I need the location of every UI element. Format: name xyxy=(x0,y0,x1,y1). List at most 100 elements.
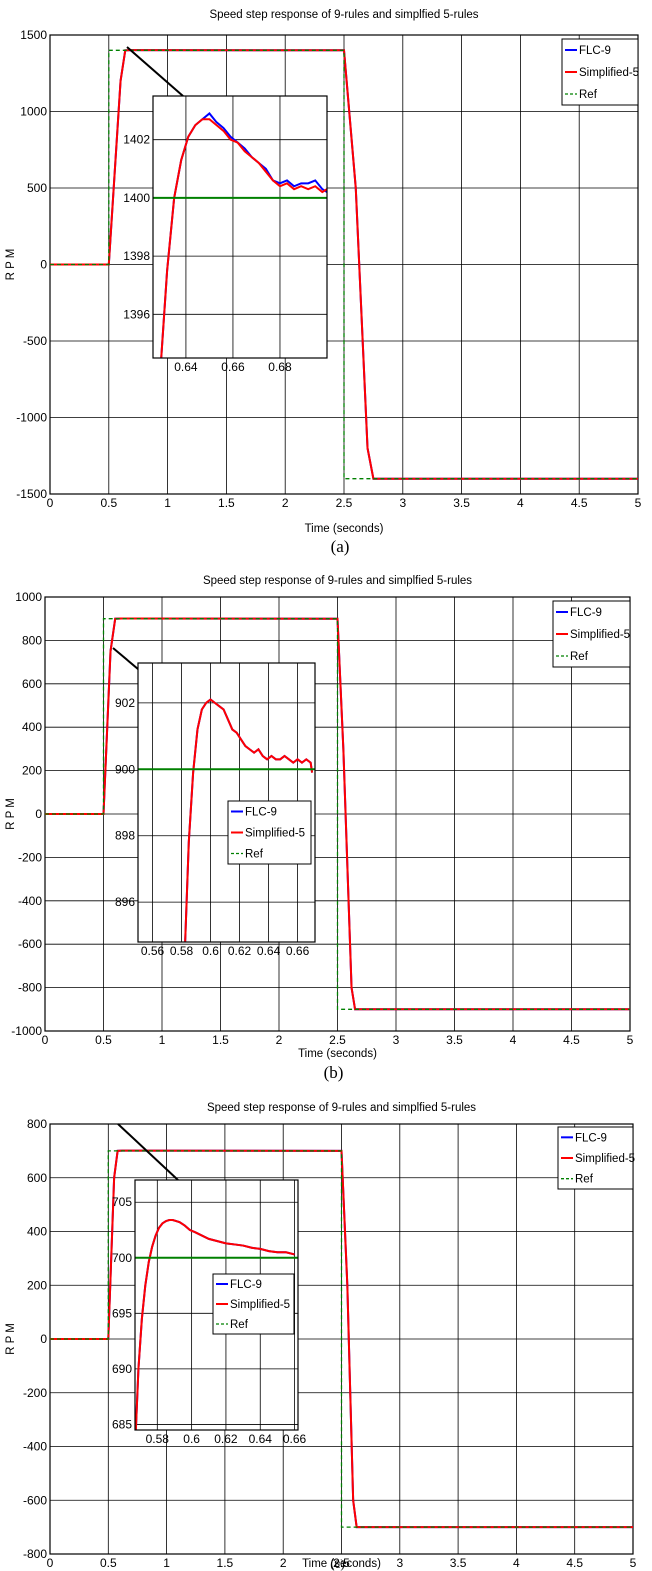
chart-1-ytick-label: 500 xyxy=(27,181,47,195)
chart-1-ytick-label: -1000 xyxy=(16,411,47,425)
chart-2-legend-label: Ref xyxy=(570,651,589,663)
chart-2-panel-label: (b) xyxy=(324,1063,344,1082)
chart-3-legend: FLC-9 Simplified-5 Ref xyxy=(557,1126,635,1190)
chart-2-inset-frame xyxy=(137,662,316,943)
chart-1: Speed step response of 9-rules and simpl… xyxy=(5,9,642,556)
chart-3-title: Speed step response of 9-rules and simpl… xyxy=(207,1102,476,1114)
chart-3-inset-ytick-label: 695 xyxy=(112,1306,132,1320)
chart-3-zoom-connector xyxy=(117,1123,179,1181)
chart-2-inset-xtick-label: 0.56 xyxy=(141,944,165,958)
chart-3-legend-label: FLC-9 xyxy=(575,1132,607,1144)
chart-3-ytick-label: 400 xyxy=(27,1225,47,1239)
chart-3-ytick-label: -400 xyxy=(23,1440,47,1454)
chart-1-title: Speed step response of 9-rules and simpl… xyxy=(209,9,478,21)
chart-2-ytick-label: -600 xyxy=(18,937,42,951)
chart-2-ytick-label: -400 xyxy=(18,894,42,908)
chart-1-xtick-label: 0 xyxy=(47,496,54,510)
chart-1-series-ref xyxy=(50,49,638,480)
chart-3-inset-xtick-label: 0.62 xyxy=(214,1432,238,1446)
chart-1-inset-xtick-label: 0.66 xyxy=(221,360,245,374)
chart-1-inset: 0.64 0.66 0.68 1396 1398 1400 1402 xyxy=(123,95,328,374)
chart-2-ytick-label: 1000 xyxy=(15,590,42,604)
chart-2-xlabel: Time (seconds) xyxy=(298,1048,377,1060)
chart-3-xtick-label: 4.5 xyxy=(566,1556,583,1570)
chart-2-inset-series-simplified-5 xyxy=(184,698,314,942)
chart-3-xlabel: Time (seconds) xyxy=(302,1558,381,1570)
chart-1-inset-ytick-label: 1396 xyxy=(123,307,150,321)
chart-3-legend-label: Simplified-5 xyxy=(575,1153,635,1165)
chart-1-inset-frame xyxy=(152,95,328,359)
chart-2-inset-xtick-label: 0.6 xyxy=(202,944,219,958)
chart-1-xtick-label: 1 xyxy=(164,496,171,510)
chart-3-ytick-label: 200 xyxy=(27,1278,47,1292)
chart-3-ylabel: R P M xyxy=(5,1323,17,1355)
chart-3-inset-legend-label: Simplified-5 xyxy=(230,1299,290,1311)
chart-2-xtick-label: 0.5 xyxy=(95,1033,112,1047)
chart-3: Speed step response of 9-rules and simpl… xyxy=(5,1102,637,1571)
chart-1-zoom-connector xyxy=(126,46,184,97)
chart-3-ytick-label: 0 xyxy=(40,1332,47,1346)
chart-3-inset-frame xyxy=(134,1179,299,1431)
chart-1-xtick-label: 2 xyxy=(282,496,289,510)
chart-1-legend-label: FLC-9 xyxy=(579,45,611,57)
chart-2-inset-ytick-label: 900 xyxy=(115,762,135,776)
chart-1-ytick-label: -500 xyxy=(23,334,47,348)
chart-3-inset-series-simplified-5 xyxy=(135,1219,295,1430)
chart-3-series-ref xyxy=(50,1150,633,1528)
chart-2-inset-legend-label: Ref xyxy=(245,849,264,861)
chart-3-inset-ytick-label: 690 xyxy=(112,1362,132,1376)
chart-2-inset-ytick-label: 902 xyxy=(115,696,135,710)
chart-1-xtick-label: 4.5 xyxy=(571,496,588,510)
chart-3-inset-ytick-label: 685 xyxy=(112,1417,132,1431)
chart-2-inset: 0.56 0.58 0.6 0.62 0.64 0.66 896 898 900 902 FLC-9… xyxy=(115,662,316,958)
chart-3-inset-legend: FLC-9 Simplified-5 Ref xyxy=(212,1273,295,1335)
chart-3-inset-ytick-label: 705 xyxy=(112,1195,132,1209)
chart-1-inset-background xyxy=(153,96,327,358)
chart-3-xtick-label: 0 xyxy=(47,1556,54,1570)
chart-3-xtick-label: 3 xyxy=(396,1556,403,1570)
chart-2-ytick-label: 200 xyxy=(22,764,42,778)
chart-3-xtick-label: 0.5 xyxy=(100,1556,117,1570)
chart-2-xtick-label: 2.5 xyxy=(329,1033,346,1047)
chart-3-panel-label: (c) xyxy=(330,1556,344,1571)
chart-3-series-simplified-5 xyxy=(50,1149,633,1529)
chart-3-xtick-label: 2 xyxy=(280,1556,287,1570)
chart-1-xtick-label: 1.5 xyxy=(218,496,235,510)
chart-3-xtick-label: 1 xyxy=(163,1556,170,1570)
chart-2-inset-xtick-label: 0.66 xyxy=(286,944,310,958)
chart-3-inset-xtick-label: 0.64 xyxy=(249,1432,273,1446)
chart-2-xtick-label: 0 xyxy=(42,1033,49,1047)
chart-3-inset: 0.58 0.6 0.62 0.64 0.66 685 690 695 700 705 FLC-9 S… xyxy=(112,1179,307,1446)
chart-3-xtick-label: 1.5 xyxy=(217,1556,234,1570)
chart-2-inset-xtick-label: 0.58 xyxy=(170,944,194,958)
chart-1-xtick-label: 0.5 xyxy=(100,496,117,510)
chart-3-ytick-label: -200 xyxy=(23,1386,47,1400)
chart-2-ylabel: R P M xyxy=(5,798,17,830)
chart-2-xtick-label: 3.5 xyxy=(446,1033,463,1047)
chart-1-inset-ytick-label: 1400 xyxy=(123,191,150,205)
chart-2-ytick-label: 400 xyxy=(22,720,42,734)
chart-2-inset-legend: FLC-9 Simplified-5 Ref xyxy=(227,800,312,865)
chart-1-xtick-label: 5 xyxy=(635,496,642,510)
chart-3-inset-legend-label: FLC-9 xyxy=(230,1279,262,1291)
chart-1-xtick-label: 4 xyxy=(517,496,524,510)
chart-2-xtick-label: 3 xyxy=(393,1033,400,1047)
chart-2-ytick-label: 800 xyxy=(22,633,42,647)
chart-3-xtick-label: 5 xyxy=(630,1556,637,1570)
chart-1-legend-label: Ref xyxy=(579,89,598,101)
chart-3-xtick-label: 3.5 xyxy=(450,1556,467,1570)
chart-3-xtick-label: 4 xyxy=(513,1556,520,1570)
chart-2-xtick-label: 1.5 xyxy=(212,1033,229,1047)
chart-1-legend-label: Simplified-5 xyxy=(579,67,639,79)
chart-3-inset-xtick-label: 0.66 xyxy=(283,1432,307,1446)
chart-1-ylabel: R P M xyxy=(5,249,17,281)
chart-3-ytick-label: 800 xyxy=(27,1117,47,1131)
chart-2-xtick-label: 1 xyxy=(159,1033,166,1047)
chart-2-inset-xtick-label: 0.64 xyxy=(257,944,281,958)
chart-1-panel-label: (a) xyxy=(331,537,350,556)
chart-1-ytick-label: 1500 xyxy=(20,28,47,42)
chart-2-xtick-label: 2 xyxy=(276,1033,283,1047)
chart-3-ytick-label: 600 xyxy=(27,1171,47,1185)
chart-1-legend: FLC-9 Simplified-5 Ref xyxy=(561,38,639,106)
chart-3-inset-xtick-label: 0.58 xyxy=(146,1432,170,1446)
